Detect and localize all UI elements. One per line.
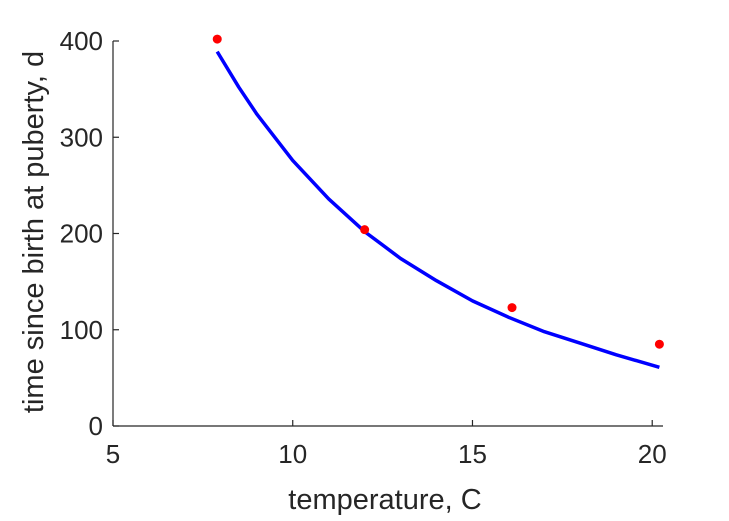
- data-point: [360, 225, 370, 235]
- series-layer: [212, 34, 664, 369]
- data-point: [654, 339, 664, 349]
- y-axis-label: time since birth at puberty, d: [18, 51, 50, 413]
- data-point: [212, 34, 222, 44]
- y-tick-label: 100: [60, 315, 103, 345]
- y-tick-label: 300: [60, 122, 103, 152]
- plot-area: 0 100 200 300 400 5 10 15 20: [60, 26, 667, 469]
- x-tick-label: 5: [106, 439, 120, 469]
- x-axis-ticks: 5 10 15 20: [106, 420, 667, 469]
- x-axis-label: temperature, C: [288, 484, 481, 516]
- y-tick-label: 400: [60, 26, 103, 56]
- x-tick-label: 20: [638, 439, 667, 469]
- x-tick-label: 15: [458, 439, 487, 469]
- y-tick-label: 0: [89, 411, 103, 441]
- y-axis-ticks: 0 100 200 300 400: [60, 26, 119, 441]
- y-tick-label: 200: [60, 219, 103, 249]
- fit-curve: [215, 50, 660, 369]
- data-point: [507, 303, 517, 313]
- x-tick-label: 10: [278, 439, 307, 469]
